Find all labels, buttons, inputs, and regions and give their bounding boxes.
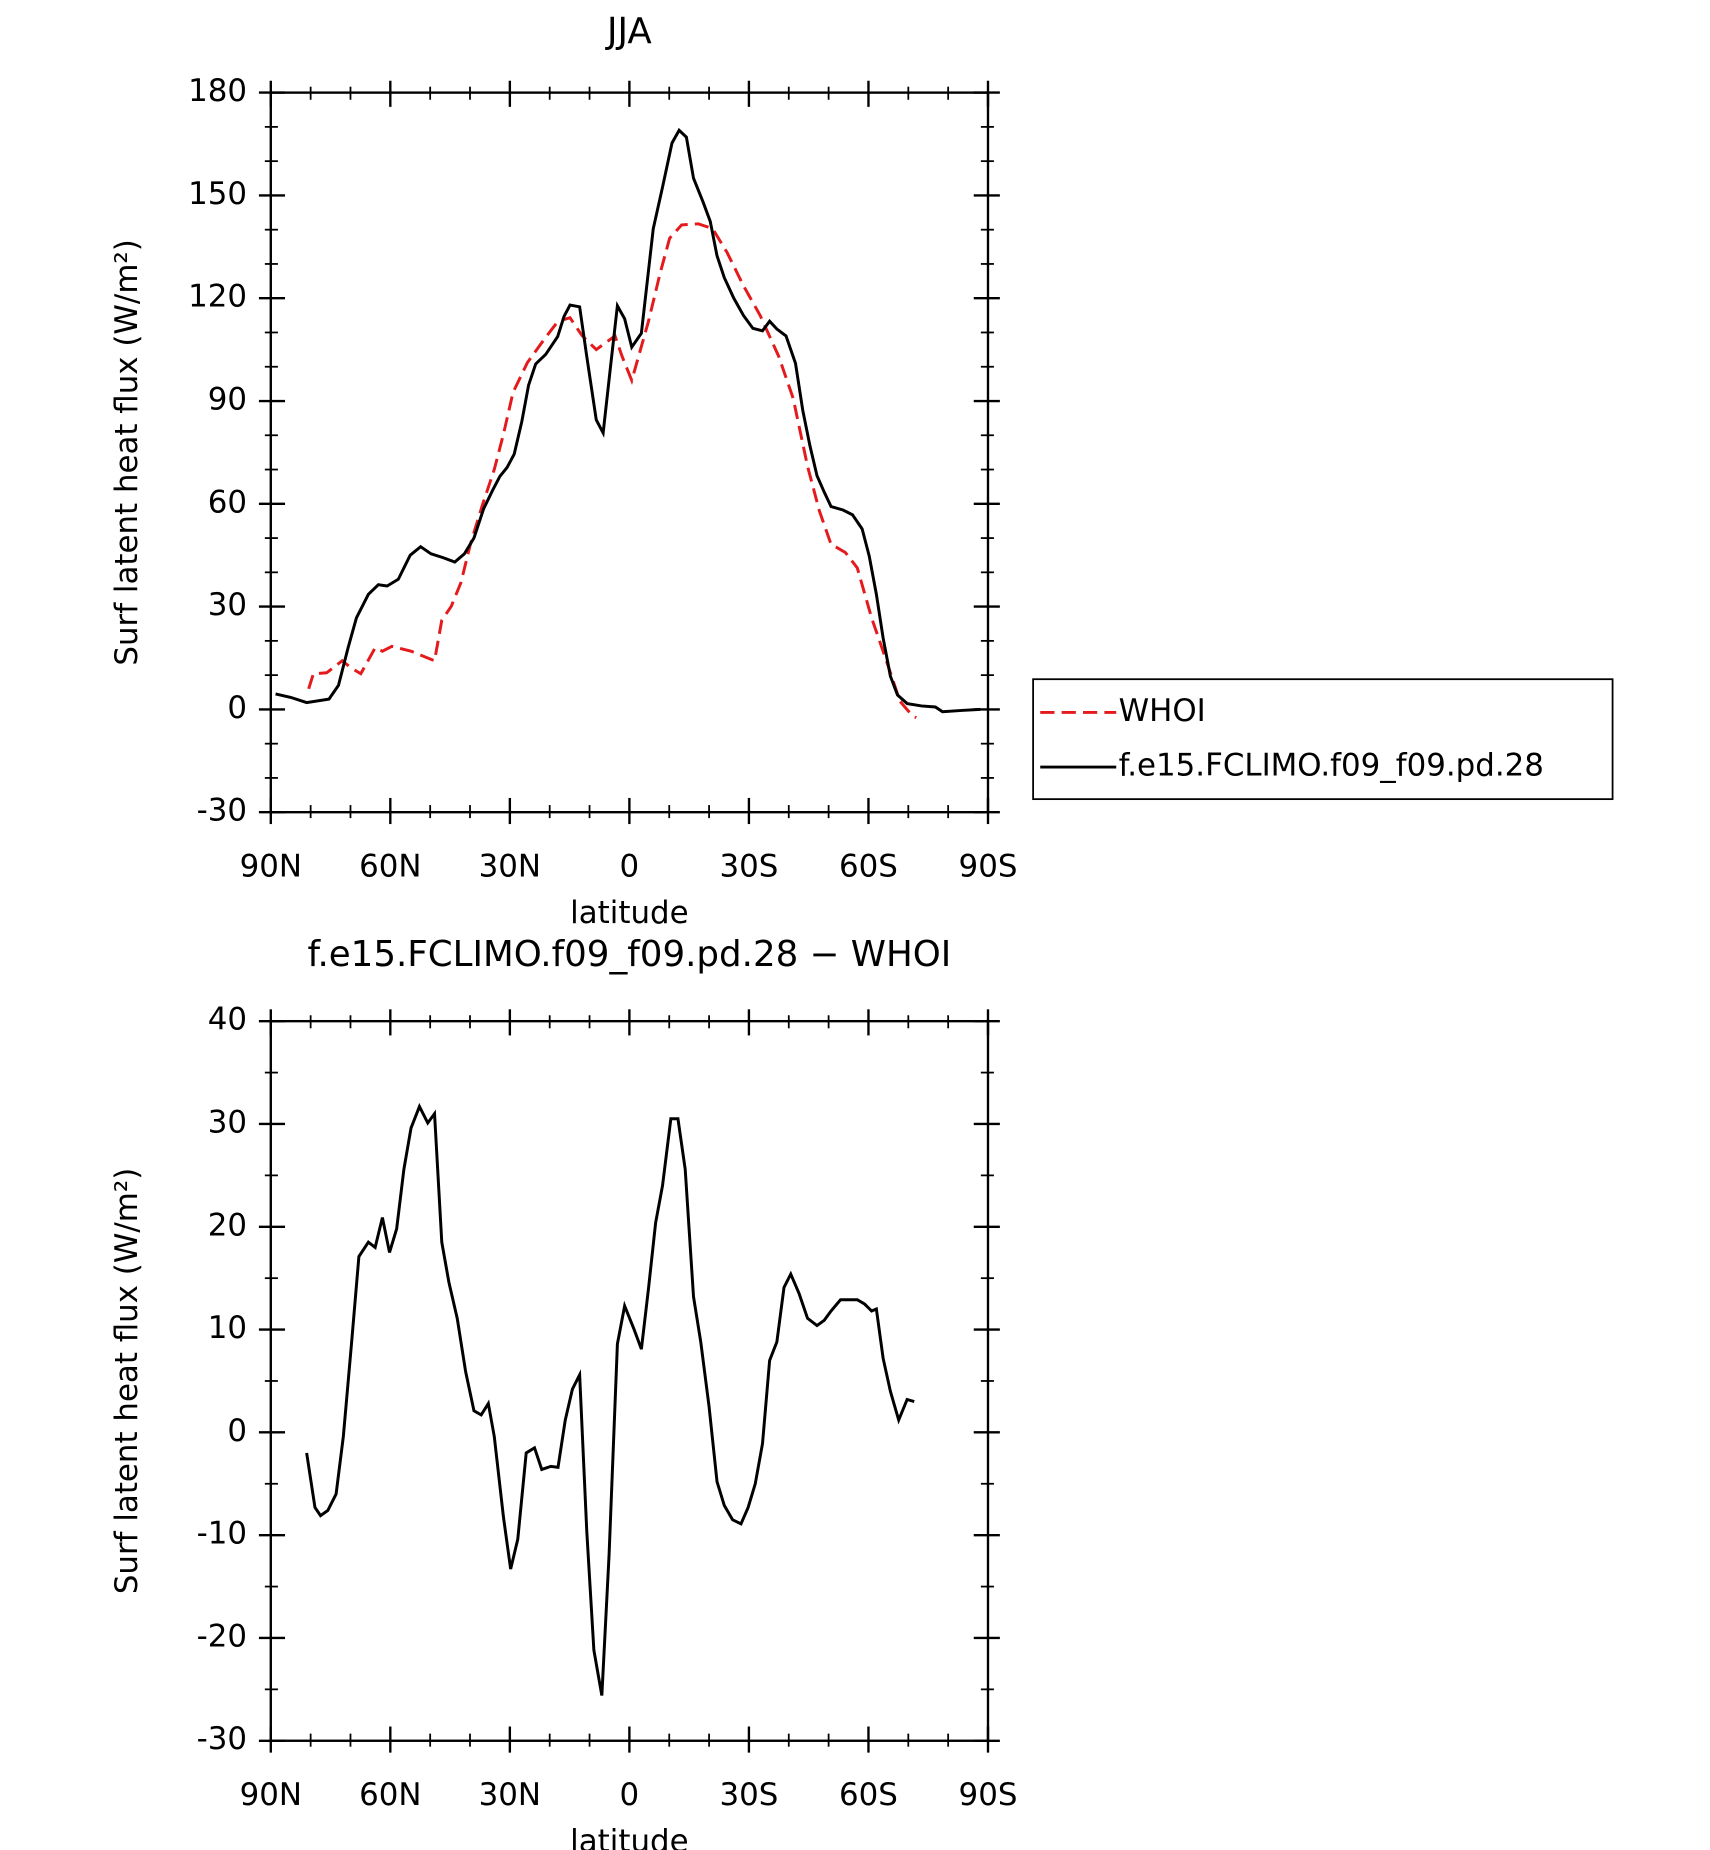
y-axis-title: Surf latent heat flux (W/m²) xyxy=(109,239,145,665)
x-tick-label: 90S xyxy=(959,849,1018,885)
data-line xyxy=(307,222,918,719)
chart-title: JJA xyxy=(605,11,652,52)
x-axis-title: latitude xyxy=(570,895,688,931)
x-tick-label: 30N xyxy=(479,849,541,885)
x-tick-label: 90S xyxy=(959,1777,1018,1813)
x-tick-label: 60S xyxy=(839,1777,898,1813)
y-tick-label: 150 xyxy=(188,176,247,212)
x-tick-label: 90N xyxy=(240,849,302,885)
x-tick-label: 30N xyxy=(479,1777,541,1813)
y-tick-label: -10 xyxy=(197,1516,247,1552)
legend-label: f.e15.FCLIMO.f09_f09.pd.28 xyxy=(1119,748,1544,784)
y-tick-label: 30 xyxy=(208,1104,247,1140)
x-tick-label: 0 xyxy=(620,1777,640,1813)
plot-frame xyxy=(269,1019,990,1742)
y-tick-label: 0 xyxy=(227,1413,247,1449)
x-tick-label: 0 xyxy=(620,849,640,885)
y-tick-label: -30 xyxy=(197,1721,247,1757)
y-axis-title: Surf latent heat flux (W/m²) xyxy=(109,1168,145,1594)
chart-title: f.e15.FCLIMO.f09_f09.pd.28 − WHOI xyxy=(307,934,951,975)
x-tick-label: 60N xyxy=(359,1777,421,1813)
y-tick-label: 60 xyxy=(208,484,247,520)
y-tick-label: -20 xyxy=(197,1618,247,1654)
x-tick-label: 60S xyxy=(839,849,898,885)
y-tick-label: 180 xyxy=(188,73,247,109)
y-tick-label: -30 xyxy=(197,793,247,829)
data-line xyxy=(275,127,981,714)
data-line xyxy=(305,1102,915,1696)
legend: WHOI f.e15.FCLIMO.f09_f09.pd.28 xyxy=(1032,678,1614,801)
y-tick-label: 30 xyxy=(208,587,247,623)
x-tick-label: 30S xyxy=(719,1777,778,1813)
y-tick-label: 0 xyxy=(227,690,247,726)
x-tick-label: 60N xyxy=(359,849,421,885)
x-tick-label: 90N xyxy=(240,1777,302,1813)
y-tick-label: 20 xyxy=(208,1207,247,1243)
plot-frame xyxy=(269,91,990,814)
y-tick-label: 90 xyxy=(208,382,247,418)
x-tick-label: 30S xyxy=(719,849,778,885)
y-tick-label: 40 xyxy=(208,1002,247,1038)
legend-box xyxy=(1032,678,1614,801)
x-axis-title: latitude xyxy=(570,1823,688,1850)
y-tick-label: 120 xyxy=(188,279,247,315)
y-tick-label: 10 xyxy=(208,1310,247,1346)
legend-label: WHOI xyxy=(1119,693,1206,729)
